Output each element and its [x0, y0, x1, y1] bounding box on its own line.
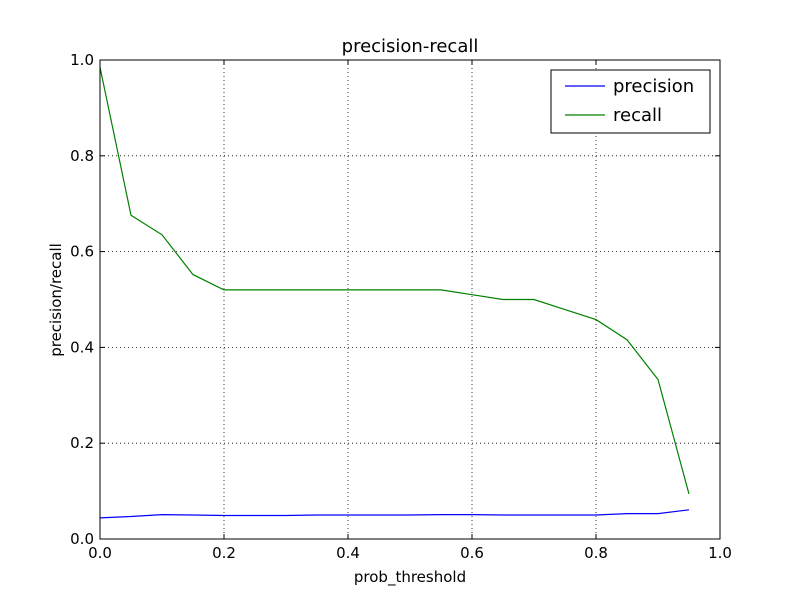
chart-title: precision-recall: [342, 36, 479, 57]
x-tick-label: 1.0: [708, 544, 732, 562]
x-tick-label: 0.2: [212, 544, 236, 562]
x-tick-label: 0.0: [88, 544, 112, 562]
legend-label-precision: precision: [613, 76, 694, 97]
y-tick-label: 0.2: [70, 434, 94, 452]
series-layer: [99, 67, 690, 519]
legend: precision recall: [550, 69, 711, 134]
y-axis-label: precision/recall: [47, 243, 65, 357]
y-tick-label: 0.4: [70, 338, 94, 356]
plot-frame: [99, 59, 721, 540]
y-tick-label: 0.0: [70, 530, 94, 548]
series-line-precision: [99, 509, 690, 519]
x-tick-label: 0.8: [584, 544, 608, 562]
x-axis-label: prob_threshold: [354, 568, 466, 587]
ticks: 0.0 0.2 0.4 0.6 0.8 1.0 0.0 0.2 0.4 0.6 0.8 1.0: [70, 51, 732, 562]
y-tick-label: 1.0: [70, 51, 94, 69]
y-tick-label: 0.6: [70, 243, 94, 261]
legend-label-recall: recall: [613, 105, 662, 126]
x-tick-label: 0.6: [460, 544, 484, 562]
grid: [100, 60, 720, 539]
legend-box: [550, 69, 711, 134]
x-tick-label: 0.4: [336, 544, 360, 562]
series-line-recall: [99, 67, 690, 495]
y-tick-label: 0.8: [70, 147, 94, 165]
